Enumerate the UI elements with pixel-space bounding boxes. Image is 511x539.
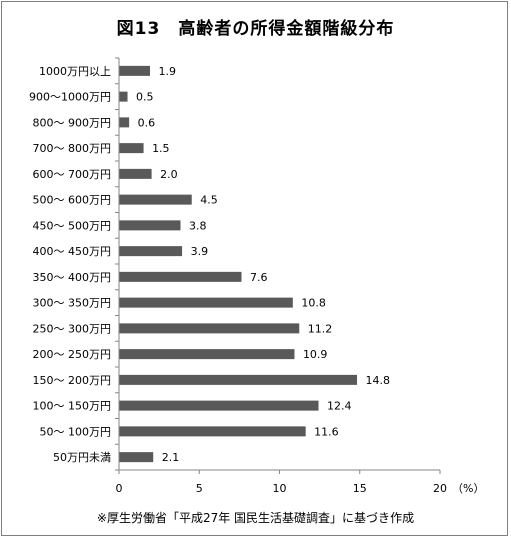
bar [119, 400, 319, 411]
x-tick-label: 0 [116, 482, 123, 495]
value-label: 4.5 [200, 194, 218, 207]
value-label: 11.2 [308, 322, 333, 335]
value-label: 2.0 [160, 168, 178, 181]
category-label: 500～ 600万円 [33, 194, 112, 207]
bar [119, 168, 152, 179]
x-tick-label: 20 [433, 482, 447, 495]
category-label: 100～ 150万円 [33, 400, 112, 413]
category-label: 450～ 500万円 [33, 219, 112, 232]
value-label: 10.8 [301, 297, 326, 310]
bar [119, 297, 293, 308]
bar [119, 220, 181, 231]
bar [119, 65, 150, 76]
value-label: 7.6 [250, 271, 267, 284]
source-note: ※厚生労働省「平成27年 国民生活基礎調査」に基づき作成 [96, 511, 415, 525]
category-label: 250～ 300万円 [33, 322, 112, 335]
x-axis-unit: （%） [452, 482, 484, 495]
bar [119, 271, 242, 282]
value-label: 1.5 [152, 142, 170, 155]
category-label: 350～ 400万円 [33, 271, 112, 284]
category-label: 200～ 250万円 [33, 348, 112, 361]
chart-title: 図13 高齢者の所得金額階級分布 [116, 19, 395, 39]
category-label: 50～ 100万円 [40, 425, 112, 438]
value-label: 3.8 [189, 219, 207, 232]
category-label: 300～ 350万円 [33, 297, 112, 310]
value-label: 0.6 [138, 116, 156, 129]
category-label: 800～ 900万円 [33, 116, 112, 129]
value-label: 0.5 [136, 91, 154, 104]
value-label: 12.4 [327, 400, 352, 413]
x-tick-label: 15 [353, 482, 367, 495]
category-label: 150～ 200万円 [33, 374, 112, 387]
bar [119, 349, 295, 360]
bar [119, 323, 300, 334]
bar [119, 194, 192, 205]
bar [119, 91, 128, 102]
bar [119, 452, 154, 463]
value-label: 11.6 [314, 425, 339, 438]
bar [119, 117, 130, 128]
value-label: 3.9 [191, 245, 209, 258]
bar [119, 374, 358, 385]
value-label: 14.8 [366, 374, 391, 387]
value-label: 1.9 [158, 65, 176, 78]
x-tick-label: 10 [273, 482, 287, 495]
bar [119, 143, 144, 154]
category-label: 600～ 700万円 [33, 168, 112, 181]
category-label: 700～ 800万円 [33, 142, 112, 155]
value-label: 2.1 [162, 451, 180, 464]
value-label: 10.9 [303, 348, 328, 361]
category-label: 400～ 450万円 [33, 245, 112, 258]
x-tick-label: 5 [196, 482, 203, 495]
category-label: 1000万円以上 [39, 65, 111, 78]
bar [119, 246, 183, 257]
bar [119, 426, 306, 437]
category-label: 900～1000万円 [29, 91, 111, 104]
category-label: 50万円未満 [53, 451, 111, 464]
